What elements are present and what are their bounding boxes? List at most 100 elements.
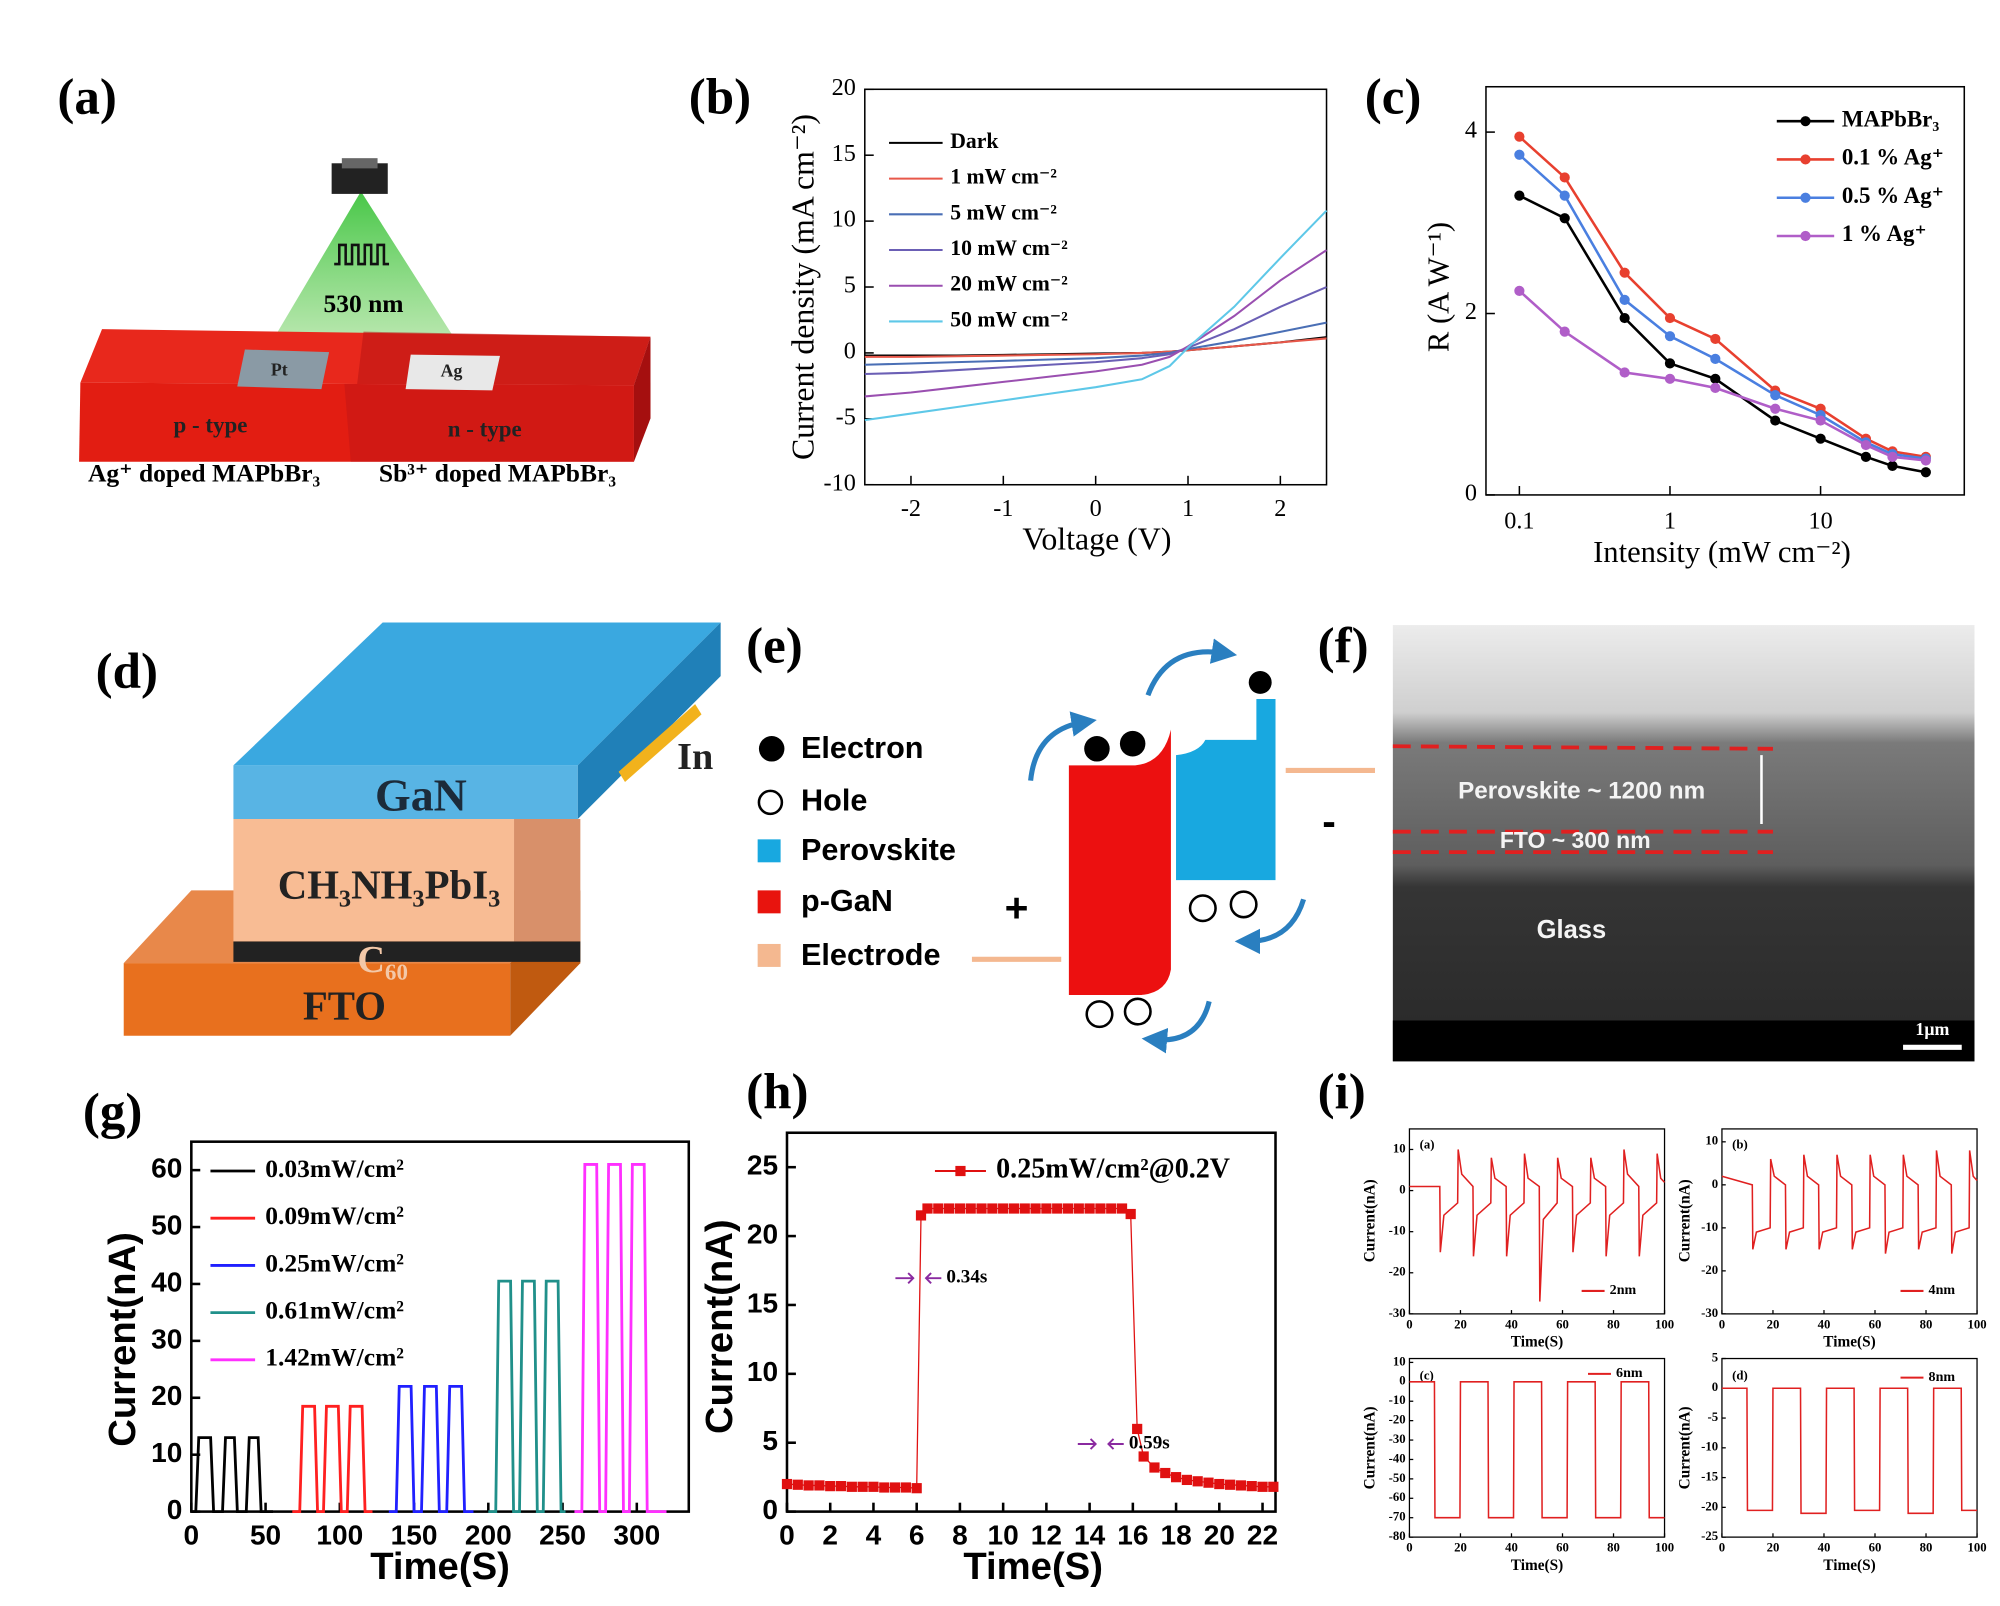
y-tick-label: 4	[1465, 117, 1477, 144]
data-point	[1559, 326, 1570, 337]
data-point	[1815, 415, 1826, 426]
data-line	[1518, 153, 1927, 460]
data-point	[1860, 451, 1872, 462]
data-point	[1268, 1481, 1279, 1492]
lamp-top	[341, 158, 378, 169]
diagram-d: GaN CH₃NH₃PbI₃ C₆₀ FTO In	[123, 622, 721, 1036]
data-point	[1084, 1203, 1095, 1214]
data-point	[1559, 172, 1570, 183]
x-tick-label: 60	[1869, 1541, 1882, 1555]
x-tick-label: 10	[988, 1520, 1019, 1551]
data-point	[1710, 353, 1721, 364]
fto-front	[123, 963, 511, 1036]
data-point	[1257, 1481, 1268, 1492]
y-tick-label: 5	[1712, 1350, 1718, 1364]
y-tick-label: -50	[1389, 1471, 1406, 1485]
x-tick-label: 80	[1607, 1541, 1620, 1555]
data-point	[1887, 451, 1898, 462]
pgan-swatch	[757, 890, 781, 914]
x-axis-label: Time(S)	[1511, 1557, 1563, 1574]
legend-label: 0.5 % Ag⁺	[1842, 183, 1944, 208]
y-tick-label: 0	[1712, 1177, 1718, 1191]
y-tick-label: 40	[151, 1266, 182, 1297]
data-line	[864, 286, 1327, 376]
data-line	[864, 249, 1328, 398]
data-point	[1132, 1423, 1143, 1435]
data-point	[922, 1203, 933, 1214]
legend-label: 1.42mW/cm²	[265, 1343, 404, 1372]
y-tick-label: 20	[747, 1218, 778, 1249]
data-point	[1019, 1203, 1030, 1214]
data-point	[1710, 373, 1721, 384]
x-tick-label: -2	[901, 495, 921, 522]
electrode-swatch	[757, 943, 781, 967]
y-tick-label: 0	[167, 1494, 183, 1525]
data-point	[781, 1478, 793, 1490]
caption: Sb³⁺ doped MAPbBr₃	[379, 459, 616, 488]
data-line	[1721, 1150, 1978, 1254]
y-tick-label: 0	[1399, 1374, 1405, 1388]
plot-frame	[1485, 85, 1966, 496]
x-tick-label: 4	[866, 1520, 882, 1551]
data-point	[1203, 1477, 1214, 1488]
data-point	[1106, 1203, 1117, 1214]
data-point	[1125, 1208, 1136, 1220]
legend-label: 10 mW cm⁻²	[950, 236, 1067, 260]
electron	[1248, 670, 1272, 694]
y-tick-label: 15	[747, 1287, 778, 1318]
x-tick-label: 200	[465, 1520, 512, 1551]
data-point	[1170, 1472, 1182, 1483]
y-tick-label: 15	[832, 140, 856, 167]
x-tick-label: 20	[1204, 1520, 1235, 1551]
caption: Ag⁺ doped MAPbBr₃	[88, 459, 321, 488]
data-point	[1800, 230, 1811, 242]
layer-label: Glass	[1537, 916, 1606, 944]
data-point	[1920, 455, 1931, 466]
y-tick-label: -10	[824, 469, 856, 496]
slab-side	[633, 336, 651, 462]
x-tick-label: 40	[1505, 1317, 1518, 1331]
data-line	[864, 337, 1327, 358]
y-tick-label: 50	[151, 1209, 182, 1240]
y-axis-label: Current(nA)	[1362, 1406, 1379, 1489]
y-tick-label: 5	[844, 272, 856, 299]
x-tick-label: 100	[1655, 1541, 1674, 1555]
x-tick-label: 60	[1556, 1541, 1569, 1555]
x-tick-label: 6	[909, 1520, 925, 1551]
panel-label: (a)	[57, 70, 116, 126]
electrode-label: Pt	[271, 359, 288, 379]
data-point	[1062, 1203, 1074, 1214]
x-tick-label: 60	[1869, 1317, 1882, 1331]
legend-label: 1 % Ag⁺	[1842, 221, 1927, 246]
layer-label: GaN	[375, 769, 467, 820]
y-tick-label: 10	[151, 1437, 182, 1468]
data-point	[1770, 415, 1781, 426]
x-tick-label: 22	[1247, 1520, 1278, 1551]
x-tick-label: 40	[1818, 1541, 1831, 1555]
x-axis-label: Time(S)	[1823, 1557, 1875, 1574]
data-point	[1800, 192, 1811, 203]
x-tick-label: 8	[952, 1520, 968, 1551]
electron	[1119, 730, 1146, 757]
panel-label: (f)	[1318, 618, 1369, 674]
slab-front-n	[344, 383, 634, 462]
legend-label: 1 mW cm⁻²	[950, 165, 1057, 189]
y-tick-label: 10	[747, 1356, 778, 1387]
data-point	[1514, 285, 1525, 296]
annotation-arrow	[1077, 1438, 1124, 1450]
x-tick-label: 16	[1117, 1520, 1148, 1551]
data-point	[814, 1480, 825, 1491]
x-axis-label: Time(S)	[963, 1545, 1103, 1588]
gan-side	[577, 622, 721, 819]
data-point	[1815, 433, 1826, 444]
y-tick-label: 30	[151, 1323, 182, 1354]
scale-label: 1μm	[1915, 1019, 1949, 1039]
x-tick-label: 100	[1967, 1541, 1986, 1555]
data-point	[1559, 190, 1570, 201]
data-point	[1559, 213, 1570, 224]
y-tick-label: -5	[836, 403, 856, 430]
data-point	[1920, 467, 1931, 478]
perovskite-front	[233, 818, 515, 942]
x-tick-label: 14	[1074, 1520, 1106, 1551]
data-point	[1514, 190, 1525, 201]
